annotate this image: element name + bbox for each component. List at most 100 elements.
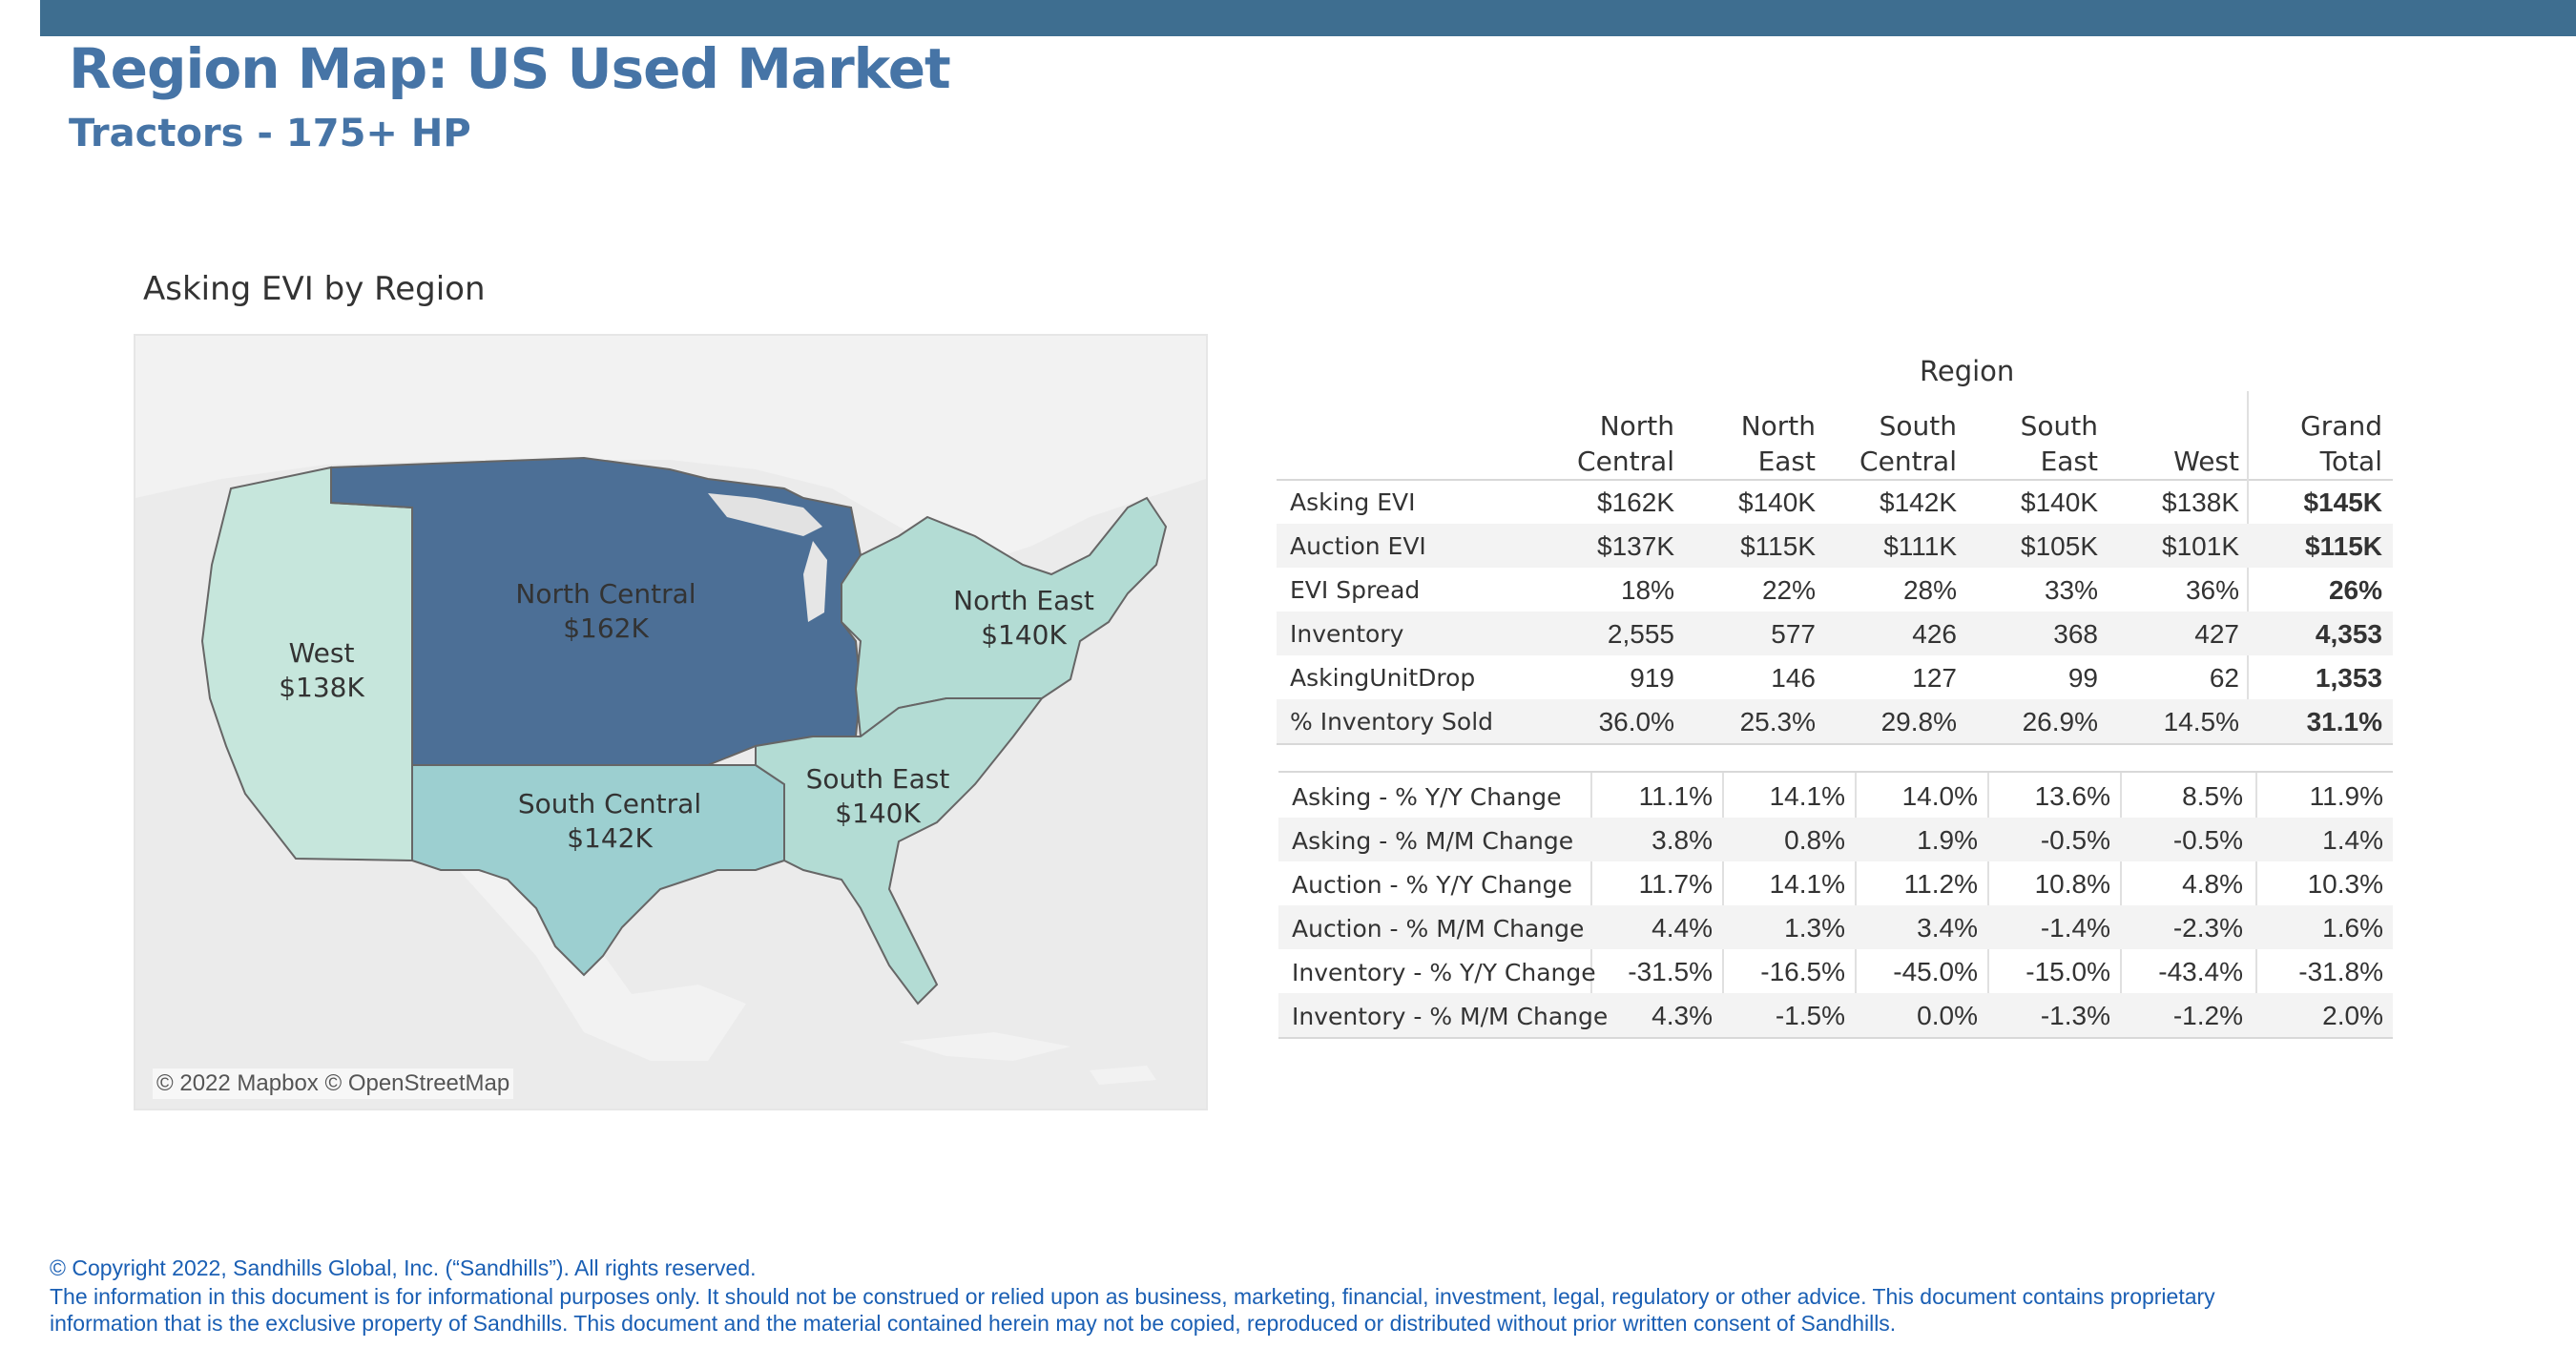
table-cell: 18% [1620,575,1674,605]
table-cell: 4.4% [1652,913,1713,943]
region-label-south-central-name: South Central [518,788,701,819]
row-label: Inventory [1290,620,1404,648]
row-label: EVI Spread [1290,576,1421,604]
table-cell: 8.5% [2182,781,2243,811]
table-cell: 4.3% [1652,1001,1713,1030]
table-cell: 13.6% [2034,781,2110,811]
table-cell: 3.8% [1652,825,1713,855]
table-cell: $115K [1740,531,1816,561]
column-header-line1: South [1879,410,1957,442]
table-cell: 2.0% [2322,1001,2383,1030]
change-table-row: Inventory - % Y/Y Change -31.5% -16.5% -45.… [1278,949,2393,993]
row-label: Auction - % M/M Change [1292,915,1585,943]
table-cell: $140K [2021,487,2098,517]
region-south-east-shape [755,697,1044,1006]
table-cell: 36% [2185,575,2239,605]
region-label-south-central-value: $142K [567,822,653,854]
table-cell: -1.4% [2040,913,2110,943]
region-label-north-central-name: North Central [515,578,696,610]
canada-land [135,336,1206,565]
great-lakes [708,493,822,536]
mexico-land [269,784,746,1061]
table-cell: 14.1% [1769,781,1845,811]
region-label-north-east-value: $140K [981,619,1067,651]
column-header-line2: East [1757,446,1816,477]
table-cell: 4.8% [2182,869,2243,899]
table-cell: 29.8% [1880,707,1957,736]
table-cell: 25.3% [1739,707,1816,736]
table-cell: -1.3% [2040,1001,2110,1030]
table-cell: 427 [2194,619,2239,649]
table-cell: 146 [1771,663,1816,693]
table-cell: $101K [2162,531,2239,561]
table-cell: 127 [1912,663,1957,693]
change-table-top [1278,771,2393,773]
change-table-row: Auction - % Y/Y Change 11.7% 14.1% 11.2% 10.… [1278,861,2393,905]
row-label: Auction EVI [1290,532,1426,560]
table-row: Inventory 2,555 577 426 368 427 4,353 [1277,612,2393,655]
table-cell: 0.8% [1784,825,1845,855]
table-cell: 11.7% [1638,869,1713,899]
table-cell: $142K [1880,487,1957,517]
table-cell: $111K [1883,531,1957,561]
region-label-south-east-name: South East [806,763,950,795]
column-header-line2: Central [1577,446,1674,477]
table-cell: 10.3% [2307,869,2383,899]
footer-copyright: © Copyright 2022, Sandhills Global, Inc.… [50,1255,757,1280]
row-label: Inventory - % Y/Y Change [1292,959,1596,986]
change-table-row: Asking - % M/M Change 3.8% 0.8% 1.9% -0.5% -0… [1278,818,2393,861]
change-table-bottom [1278,1037,2393,1039]
row-label: % Inventory Sold [1290,708,1494,736]
table-cell: -16.5% [1760,957,1845,986]
grand-total-cell: 1,353 [2315,663,2382,693]
footer-disclaimer-line1: The information in this document is for … [50,1284,2215,1309]
change-table-row: Auction - % M/M Change 4.4% 1.3% 3.4% -1.4% -… [1278,905,2393,949]
table-cell: -31.5% [1628,957,1713,986]
column-header: West [2106,408,2239,479]
table-cell: 1.4% [2322,825,2383,855]
row-label: Inventory - % M/M Change [1292,1003,1609,1030]
total-divider [2247,391,2249,744]
table-row: Asking EVI $162K $140K $142K $140K $138K $145K [1277,480,2393,524]
column-header: Grand Total [2249,408,2382,479]
map-attribution[interactable]: © 2022 Mapbox © OpenStreetMap [153,1068,514,1099]
table-row: % Inventory Sold 36.0% 25.3% 29.8% 26.9% 14.5… [1277,699,2393,743]
change-table-row: Asking - % Y/Y Change 11.1% 14.1% 14.0% 13.6… [1278,774,2393,818]
table-cell: 919 [1630,663,1674,693]
table-cell: 36.0% [1598,707,1674,736]
us-region-map-svg: West $138K North Central $162K North Eas… [135,336,1206,1085]
region-label-north-east-name: North East [953,585,1094,616]
grand-total-cell: 4,353 [2315,619,2382,649]
map-title: Asking EVI by Region [143,270,486,308]
change-table-row: Inventory - % M/M Change 4.3% -1.5% 0.0% -1.… [1278,993,2393,1037]
column-header-line2: Total [2319,446,2382,477]
region-label-north-central-value: $162K [563,612,649,644]
table-cell: 14.1% [1769,869,1845,899]
table-cell: 14.0% [1901,781,1978,811]
region-label-south-east-value: $140K [835,798,921,829]
column-header-line1: South [2020,410,2098,442]
column-header-line2: Central [1859,446,1957,477]
grand-total-cell: 26% [2328,575,2382,605]
table-cell: $137K [1597,531,1674,561]
region-map[interactable]: West $138K North Central $162K North Eas… [134,334,1208,1110]
table-cell: $105K [2021,531,2098,561]
page-title: Region Map: US Used Market [69,36,951,101]
row-label: Asking - % M/M Change [1292,827,1574,855]
table-cell: 0.0% [1917,1001,1978,1030]
table-cell: $162K [1597,487,1674,517]
table-cell: 2,555 [1607,619,1674,649]
table-cell: -15.0% [2025,957,2110,986]
column-header-line1: North [1599,410,1674,442]
column-header: South Central [1823,408,1957,479]
table-cell: $140K [1738,487,1816,517]
row-label: Auction - % Y/Y Change [1292,871,1572,899]
region-label-west-name: West [289,637,355,669]
table-cell: 14.5% [2163,707,2239,736]
table-cell: 577 [1771,619,1816,649]
column-header-line2: West [2173,446,2239,477]
table-cell: 11.2% [1903,869,1978,899]
grand-total-cell: $115K [2305,531,2382,561]
column-header-line1 [2106,408,2239,444]
table-cell: -2.3% [2172,913,2243,943]
